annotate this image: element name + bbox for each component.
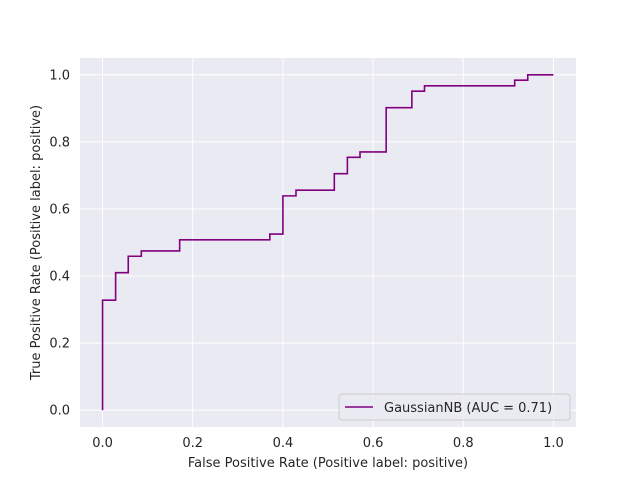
x-tick-label: 0.6 <box>363 436 384 451</box>
x-tick-label: 0.8 <box>453 436 474 451</box>
y-tick-label: 0.6 <box>49 202 70 217</box>
y-axis-label: True Positive Rate (Positive label: posi… <box>29 105 44 381</box>
x-tick-label: 0.4 <box>273 436 294 451</box>
grid-lines <box>80 58 576 427</box>
x-tick-label: 1.0 <box>543 436 564 451</box>
y-tick-label: 0.0 <box>49 404 70 419</box>
y-tick-labels: 0.0 0.2 0.4 0.6 0.8 1.0 <box>49 68 70 418</box>
x-tick-label: 0.0 <box>92 436 113 451</box>
x-tick-label: 0.2 <box>182 436 203 451</box>
roc-curve-line <box>101 73 554 411</box>
plot-area <box>80 58 576 427</box>
legend-label: GaussianNB (AUC = 0.71) <box>384 401 552 416</box>
x-axis-label: False Positive Rate (Positive label: pos… <box>188 456 468 471</box>
y-tick-label: 0.8 <box>49 135 70 150</box>
y-tick-label: 0.2 <box>49 337 70 352</box>
legend: GaussianNB (AUC = 0.71) <box>338 393 571 421</box>
y-tick-label: 1.0 <box>49 68 70 83</box>
series-layer <box>101 73 554 411</box>
x-tick-labels: 0.0 0.2 0.4 0.6 0.8 1.0 <box>92 436 564 451</box>
legend-box <box>338 393 571 421</box>
y-tick-label: 0.4 <box>49 270 70 285</box>
